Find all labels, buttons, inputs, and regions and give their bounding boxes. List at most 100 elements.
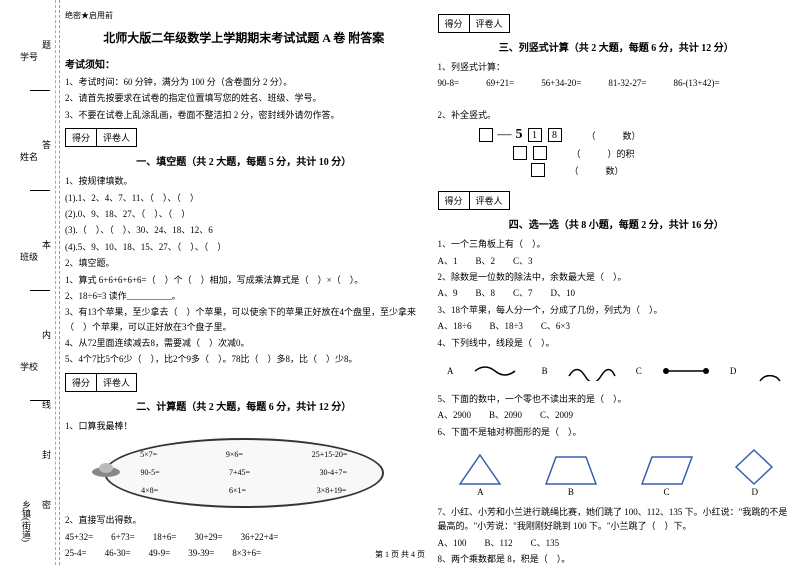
q: 3、有13个苹果，至少拿去（ ）个苹果，可以使余下的苹果正好放在4个盘里，至少拿… xyxy=(65,305,423,334)
triangle-icon xyxy=(455,452,505,487)
left-column: 绝密★启用前 北师大版二年级数学上学期期末考试试题 A 卷 附答案 考试须知： … xyxy=(65,10,423,569)
score-label: 得分 xyxy=(66,374,97,391)
shapes-row: A B C D xyxy=(438,447,796,497)
section2-title: 二、计算题（共 2 大题，每题 6 分，共计 12 分） xyxy=(65,398,423,413)
box xyxy=(513,146,527,160)
expr: 4×8= xyxy=(141,486,158,495)
score-label: 得分 xyxy=(439,192,470,209)
q: 2、除数是一位数的除法中，余数最大是（ ）。 xyxy=(438,270,796,284)
q: (4).5、9、10、18、15、27、（ ）、（ ） xyxy=(65,240,423,254)
opt: A、18÷6 B、18÷3 C、6×3 xyxy=(438,319,796,333)
q: 1、列竖式计算： xyxy=(438,60,796,74)
mark: 题 xyxy=(40,40,53,49)
section4-title: 四、选一选（共 8 小题，每题 2 分，共计 16 分） xyxy=(438,216,796,231)
score-box: 得分 评卷人 xyxy=(65,373,137,392)
exam-title: 北师大版二年级数学上学期期末考试试题 A 卷 附答案 xyxy=(65,29,423,46)
lbl: 数） xyxy=(606,166,624,176)
q: (1).1、2、4、7、11、（ ）、（ ） xyxy=(65,191,423,205)
notice: 1、考试时间：60 分钟，满分为 100 分（含卷面分 2 分）。 xyxy=(65,75,423,89)
mark: 封 xyxy=(40,450,53,459)
digit-5: 5 xyxy=(516,127,523,143)
label-class: 班级 xyxy=(20,250,38,263)
q: 2、直接写出得数。 xyxy=(65,513,423,527)
curve-a-icon xyxy=(473,361,523,381)
score-box: 得分 评卷人 xyxy=(65,128,137,147)
section3-title: 三、列竖式计算（共 2 大题，每题 6 分，共计 12 分） xyxy=(438,39,796,54)
score-box: 得分 评卷人 xyxy=(438,14,510,33)
oval-row: 5×7= 9×6= 25+15-20= xyxy=(106,450,382,459)
expr: 7+45= xyxy=(229,468,250,477)
mark: 本 xyxy=(40,240,53,249)
lbl: 数） xyxy=(623,131,641,141)
q: 5、4个7比5个6少（ ），比2个9多（ ）。78比（ ）多8，比（ ）少8。 xyxy=(65,352,423,366)
notice: 2、请首先按要求在试卷的指定位置填写您的姓名、班级、学号。 xyxy=(65,91,423,105)
opt: A、1 B、2 C、3 xyxy=(438,254,796,268)
dash-line xyxy=(55,0,56,565)
page-footer: 第 1 页 共 4 页 xyxy=(0,549,800,560)
expr-row: 45+32= 6+73= 18+6= 30+29= 36+22+4= xyxy=(65,530,423,544)
q: 5、下面的数中，一个零也不读出来的是（ ）。 xyxy=(438,392,796,406)
section1-title: 一、填空题（共 2 大题，每题 5 分，共计 10 分） xyxy=(65,153,423,168)
q: 4、从72里面连续减去8，需要减（ ）次减0。 xyxy=(65,336,423,350)
score-box: 得分 评卷人 xyxy=(438,191,510,210)
mark: 线 xyxy=(40,400,53,409)
label-a: A xyxy=(455,487,505,497)
segment-c-icon xyxy=(661,361,711,381)
expr-row: 90-8= 69+21= 56+34-20= 81-32-27= 86-(13+… xyxy=(438,76,796,90)
label-a: A xyxy=(447,366,454,376)
box xyxy=(533,146,547,160)
expr: 3×8+19= xyxy=(317,486,347,495)
secret-mark: 绝密★启用前 xyxy=(65,10,423,21)
expr: 6×1= xyxy=(229,486,246,495)
line xyxy=(30,290,50,291)
label-id: 学号 xyxy=(20,50,38,63)
wave-b-icon xyxy=(567,361,617,381)
binding-sidebar: 学号 姓名 班级 学校 乡镇(街道) 题 答 本 内 线 封 密 xyxy=(0,0,60,565)
minus-sign: — xyxy=(498,127,512,143)
label-b: B xyxy=(541,487,601,497)
expr: 30-4÷7= xyxy=(319,468,347,477)
right-column: 得分 评卷人 三、列竖式计算（共 2 大题，每题 6 分，共计 12 分） 1、… xyxy=(438,10,796,569)
grader-label: 评卷人 xyxy=(97,129,136,146)
line xyxy=(30,190,50,191)
q: (2).0、9、18、27、（ ）、（ ） xyxy=(65,207,423,221)
box xyxy=(531,163,545,177)
label-b: B xyxy=(542,366,548,376)
q: 7、小红、小芳和小兰进行跳绳比赛，她们跳了 100、112、135 下。小红说：… xyxy=(438,505,796,534)
mark: 答 xyxy=(40,140,53,149)
label-town: 乡镇(街道) xyxy=(20,500,33,542)
arc-d-icon xyxy=(755,356,785,386)
oval-row: 90-5= 7+45= 30-4÷7= xyxy=(106,468,382,477)
expr: 90-5= xyxy=(140,468,159,477)
expr: 9×6= xyxy=(226,450,243,459)
mark: 密 xyxy=(40,500,53,509)
oval-row: 4×8= 6×1= 3×8+19= xyxy=(106,486,382,495)
notice: 3、不要在试卷上乱涂乱画，卷面不整洁扣 2 分，密封线外请勿作答。 xyxy=(65,108,423,122)
diamond-icon xyxy=(732,447,777,487)
grader-label: 评卷人 xyxy=(470,192,509,209)
box: 8 xyxy=(548,128,562,142)
box: 1 xyxy=(528,128,542,142)
label-d: D xyxy=(732,487,777,497)
page-content: 绝密★启用前 北师大版二年级数学上学期期末考试试题 A 卷 附答案 考试须知： … xyxy=(65,10,795,569)
line xyxy=(30,90,50,91)
q: 2、补全竖式。 xyxy=(438,108,796,122)
opt: A、9 B、8 C、7 D、10 xyxy=(438,286,796,300)
label-d: D xyxy=(730,366,737,376)
q: 2、填空题。 xyxy=(65,256,423,270)
ufo-oval: 5×7= 9×6= 25+15-20= 90-5= 7+45= 30-4÷7= … xyxy=(104,438,384,508)
q: 2、18÷6=3 读作__________。 xyxy=(65,289,423,303)
q: 1、一个三角板上有（ ）。 xyxy=(438,237,796,251)
opt: A、2900 B、2090 C、2009 xyxy=(438,408,796,422)
grader-label: 评卷人 xyxy=(97,374,136,391)
trapezoid-icon xyxy=(541,452,601,487)
score-label: 得分 xyxy=(439,15,470,32)
q: 1、口算我最棒！ xyxy=(65,419,423,433)
q: 3、18个苹果，每人分一个，分成了几份，列式为（ ）。 xyxy=(438,303,796,317)
label-c: C xyxy=(637,487,697,497)
lbl: ）的积 xyxy=(608,149,635,159)
mark: 内 xyxy=(40,330,53,339)
line-shapes: A B C D xyxy=(438,356,796,386)
q: 6、下面不是轴对称图形的是（ ）。 xyxy=(438,425,796,439)
box xyxy=(479,128,493,142)
